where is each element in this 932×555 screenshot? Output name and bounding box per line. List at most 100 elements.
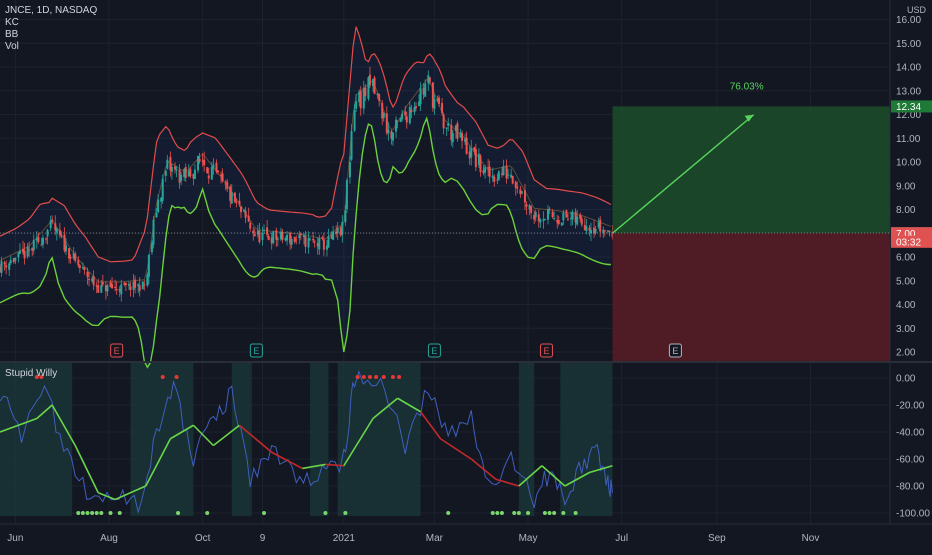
candle-body bbox=[299, 233, 302, 236]
candle-body bbox=[312, 238, 315, 241]
candle-body bbox=[77, 260, 80, 266]
time-tick-label: Aug bbox=[100, 533, 118, 544]
candle-body bbox=[166, 159, 169, 169]
candle-body bbox=[339, 227, 342, 236]
signal-dot bbox=[526, 511, 531, 515]
candle-body bbox=[28, 249, 31, 251]
candle-body bbox=[74, 253, 77, 261]
price-flag-label: 12.34 bbox=[896, 102, 921, 113]
candle-body bbox=[570, 217, 573, 219]
signal-dot-top bbox=[361, 375, 366, 379]
price-flag-label: 7.00 bbox=[896, 229, 916, 240]
projection-arrow bbox=[612, 114, 755, 234]
signal-dot bbox=[446, 511, 451, 515]
signal-dot bbox=[117, 511, 122, 515]
candle-body bbox=[304, 236, 307, 247]
oscillator-slow-segment bbox=[114, 485, 147, 501]
candle-body bbox=[161, 178, 164, 201]
candle-body bbox=[0, 266, 1, 273]
candle-body bbox=[474, 149, 477, 168]
oscillator-slow-segment bbox=[343, 418, 374, 467]
candle-body bbox=[419, 88, 422, 105]
oscillator-slow-segment bbox=[372, 397, 399, 420]
oscillator-slow-segment bbox=[302, 463, 326, 470]
candle-body bbox=[523, 190, 526, 203]
candle-body bbox=[551, 211, 554, 218]
candle-body bbox=[220, 174, 223, 176]
candle-body bbox=[26, 246, 29, 257]
candle-body bbox=[436, 99, 439, 102]
candle-body bbox=[68, 248, 71, 259]
candle-body bbox=[330, 234, 333, 239]
signal-dot bbox=[343, 511, 348, 515]
signal-dot-top bbox=[355, 375, 360, 379]
candle-body bbox=[571, 211, 574, 220]
candle-body bbox=[124, 283, 127, 286]
candle-body bbox=[496, 179, 499, 181]
indicator-vol[interactable]: Vol bbox=[5, 41, 19, 52]
earnings-marker-box bbox=[427, 343, 441, 358]
symbol-line[interactable]: JNCE, 1D, NASDAQ bbox=[5, 5, 98, 16]
candle-body bbox=[118, 288, 121, 292]
candle-body bbox=[376, 93, 379, 96]
candle-body bbox=[566, 218, 569, 220]
candle-body bbox=[298, 235, 301, 239]
candle-body bbox=[424, 83, 427, 97]
signal-dot bbox=[76, 511, 81, 515]
candle-body bbox=[428, 77, 431, 83]
candle-body bbox=[390, 131, 393, 139]
candle-body bbox=[37, 236, 40, 242]
oscillator-slow-segment bbox=[192, 424, 214, 447]
oscillator-slow-segment bbox=[238, 424, 273, 453]
candle-body bbox=[51, 219, 54, 222]
oscillator-tick-label: 0.00 bbox=[896, 374, 916, 385]
indicator-bb[interactable]: BB bbox=[5, 29, 19, 40]
candle-body bbox=[215, 162, 218, 172]
indicator-kc[interactable]: KC bbox=[5, 17, 19, 28]
candle-body bbox=[539, 219, 542, 223]
candle-body bbox=[404, 111, 407, 116]
price-tick-label: 9.00 bbox=[896, 181, 916, 192]
candle-body bbox=[537, 214, 540, 221]
candle-body bbox=[519, 189, 522, 195]
candle-body bbox=[510, 174, 513, 178]
candle-body bbox=[189, 168, 192, 177]
candle-body bbox=[233, 192, 236, 203]
candle-body bbox=[589, 229, 592, 234]
candle-body bbox=[381, 103, 384, 119]
oscillator-slow-segment bbox=[36, 404, 53, 420]
candle-body bbox=[155, 213, 158, 218]
price-flag-label: 03:32 bbox=[896, 237, 921, 248]
candle-body bbox=[221, 173, 224, 182]
candle-body bbox=[243, 210, 246, 212]
candle-body bbox=[454, 125, 457, 131]
candle-body bbox=[414, 106, 417, 108]
candle-body bbox=[516, 186, 519, 189]
oscillator-slow-segment bbox=[589, 464, 613, 474]
candle-body bbox=[528, 205, 531, 210]
candle-body bbox=[137, 284, 140, 286]
candle-body bbox=[422, 87, 425, 95]
candle-body bbox=[86, 271, 89, 277]
time-tick-label: Jul bbox=[615, 533, 628, 544]
candle-body bbox=[40, 244, 43, 246]
oscillator-title[interactable]: Stupid Willy bbox=[5, 368, 58, 379]
candle-body bbox=[345, 180, 348, 210]
signal-dot bbox=[495, 511, 500, 515]
candle-body bbox=[336, 227, 339, 234]
candle-body bbox=[23, 250, 26, 259]
candle-body bbox=[184, 167, 187, 178]
candle-body bbox=[72, 253, 75, 259]
candle-body bbox=[451, 133, 454, 143]
oscillator-highlight bbox=[130, 362, 194, 516]
candle-body bbox=[364, 87, 367, 97]
candle-body bbox=[344, 210, 347, 223]
price-tick-label: 11.00 bbox=[896, 134, 921, 145]
candle-body bbox=[391, 132, 394, 141]
candle-body bbox=[45, 238, 48, 240]
candle-body bbox=[206, 167, 209, 174]
candle-body bbox=[313, 241, 316, 243]
candle-body bbox=[197, 156, 200, 171]
